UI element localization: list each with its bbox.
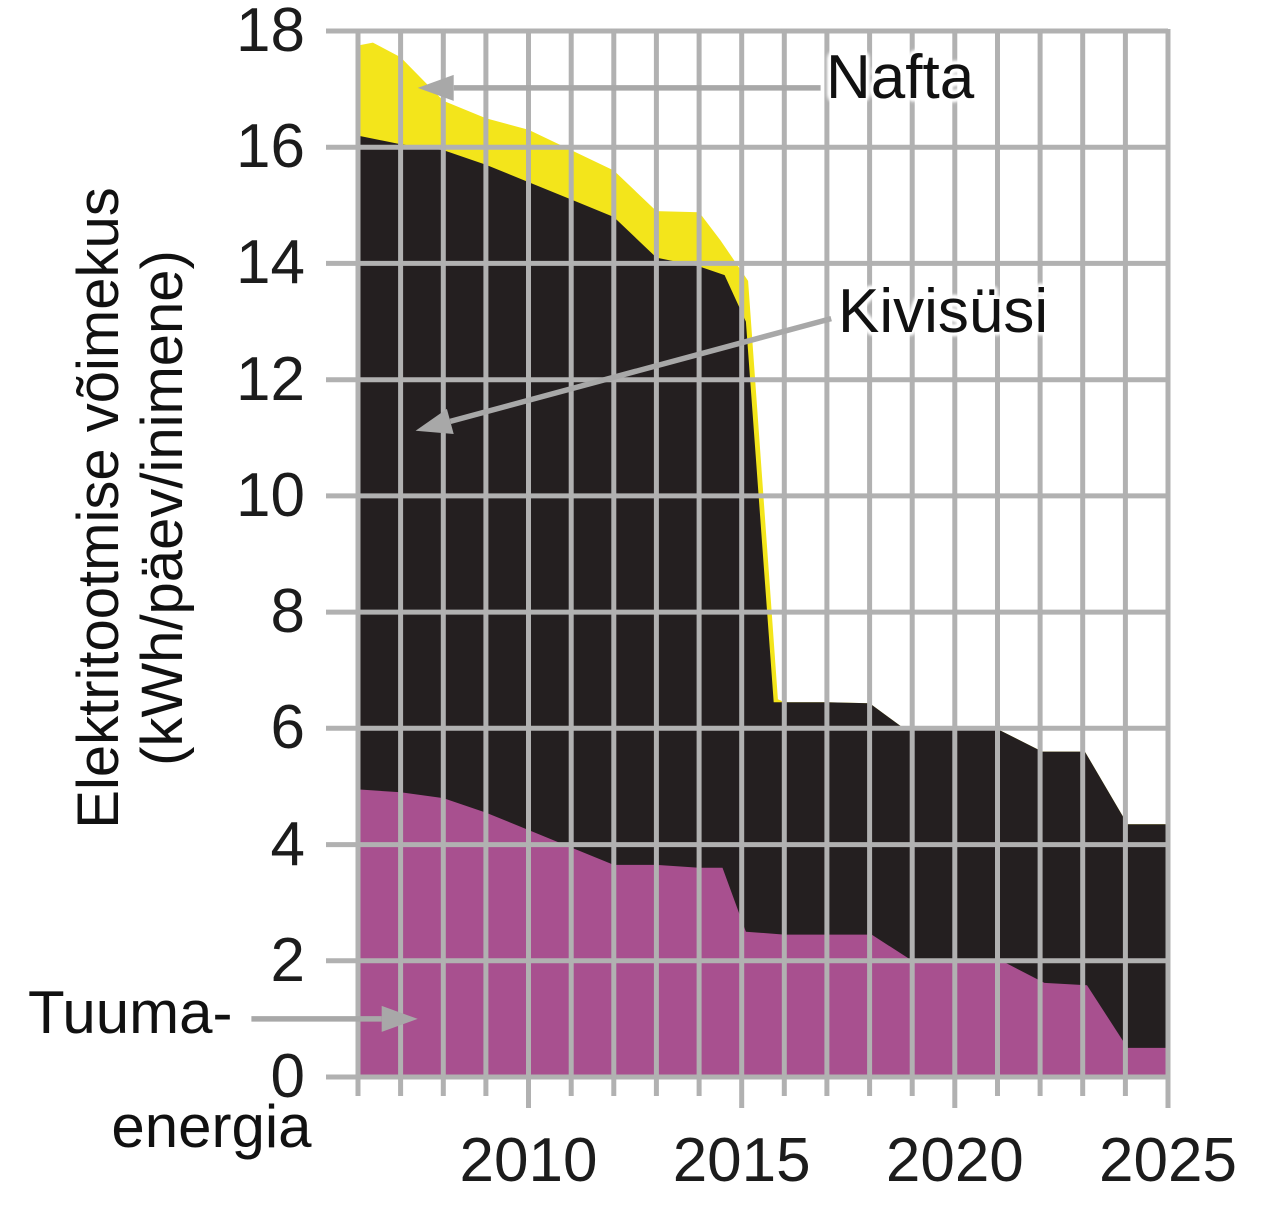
x-axis-tick-label-2020: 2020 [885, 1126, 1024, 1195]
kivisusi-annotation-arrowhead [415, 408, 454, 434]
y-axis-tick-label-12: 12 [236, 344, 305, 414]
y-axis-tick-label-2: 2 [270, 925, 305, 995]
nafta-series-label: Nafta [826, 43, 975, 112]
x-axis-tick-label-2015: 2015 [672, 1126, 811, 1195]
x-axis-tick-label-2025: 2025 [1099, 1126, 1237, 1195]
x-axis-tick-label-2010: 2010 [459, 1126, 598, 1195]
tuumaenergia-label-line1: Tuuma- [28, 979, 233, 1046]
y-axis-tick-label-10: 10 [236, 460, 305, 530]
nafta-annotation-arrowhead [417, 74, 454, 101]
y-axis-title-line2: (kWh/päev/inimene) [130, 250, 195, 766]
y-axis-tick-label-16: 16 [236, 112, 305, 182]
kivisusi-series-label: Kivisüsi [838, 277, 1049, 346]
y-axis-tick-label-6: 6 [270, 693, 305, 763]
y-axis-title-line1: Elektritootmise võimekus [66, 187, 131, 829]
tuumaenergia-area [358, 789, 1168, 1077]
tuumaenergia-series-label: Tuuma- energia [28, 983, 312, 1157]
tuumaenergia-label-line2: energia [111, 1093, 312, 1160]
y-axis-tick-label-0: 0 [270, 1042, 305, 1111]
tuuma-annotation-arrowhead [381, 1005, 418, 1032]
y-axis-tick-label-4: 4 [270, 809, 305, 879]
kivisusi-area [358, 135, 1168, 1078]
y-axis-tick-label-14: 14 [236, 228, 305, 298]
kivisusi-annotation-line [449, 315, 832, 425]
y-axis-tick-label-8: 8 [270, 577, 305, 647]
y-axis-title: Elektritootmise võimekus (kWh/päev/inime… [66, 78, 197, 938]
y-axis-tick-label-18: 18 [236, 0, 305, 65]
